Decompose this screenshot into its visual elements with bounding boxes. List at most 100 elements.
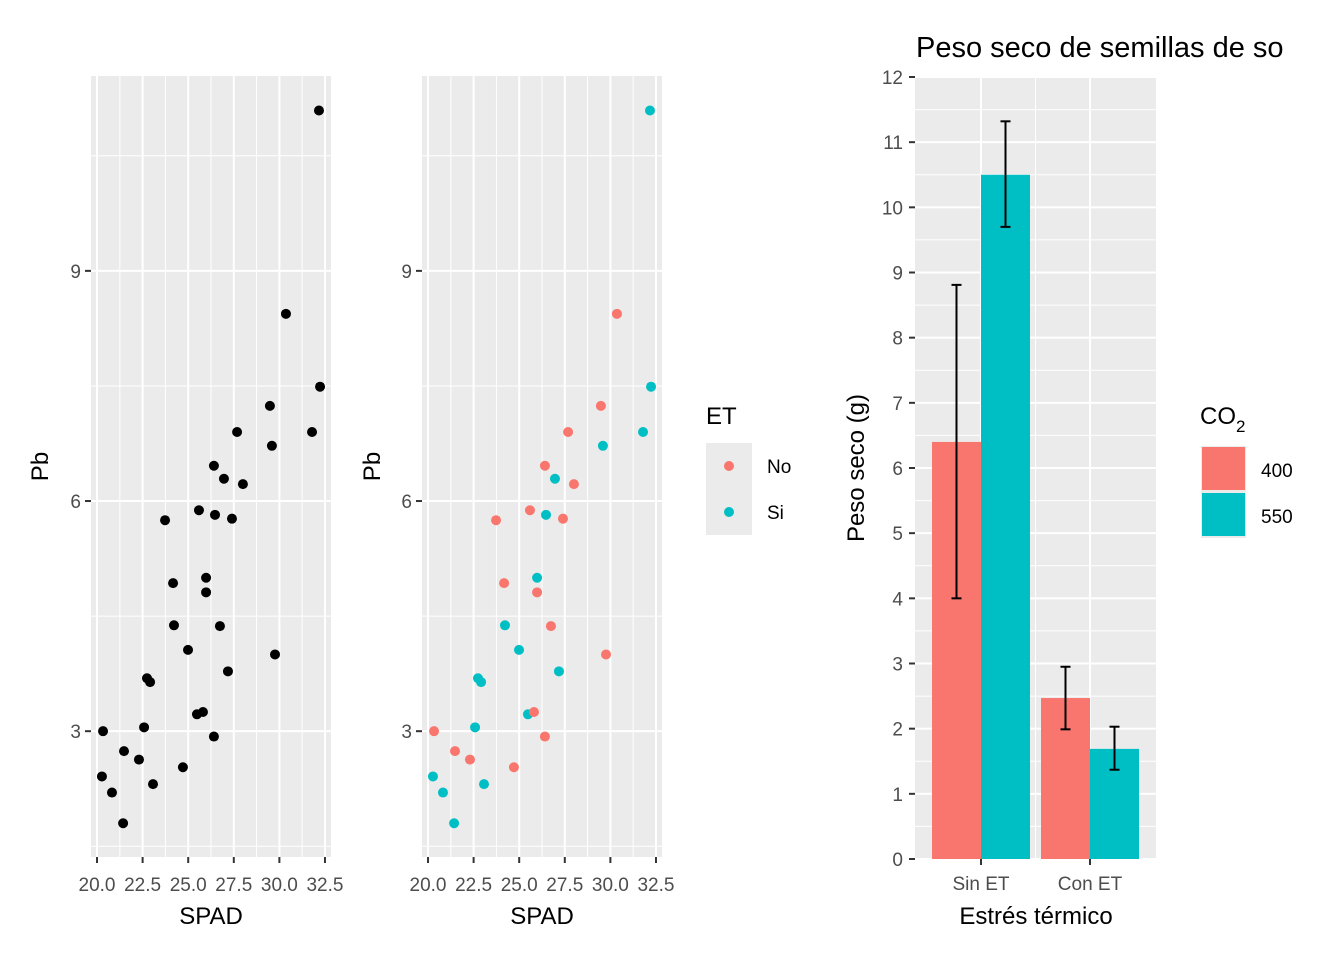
data-point (508, 762, 519, 773)
data-point (214, 621, 225, 632)
data-point (499, 620, 510, 631)
x-tick-label: 25.0 (170, 875, 207, 896)
data-point (313, 105, 324, 116)
data-point (106, 787, 117, 798)
legend-title-subscript: 2 (1236, 417, 1245, 436)
data-point (528, 707, 539, 718)
data-point (646, 381, 657, 392)
data-point (541, 509, 552, 520)
y-tick-label: 3 (70, 722, 81, 743)
y-tick-label: 4 (892, 589, 903, 610)
y-tick-label: 3 (401, 722, 412, 743)
y-axis-title: Pb (359, 452, 386, 481)
legend-title-main: CO (1200, 403, 1236, 430)
legend-title: CO2 (1200, 403, 1245, 436)
error-bar (951, 283, 962, 600)
data-point (470, 722, 481, 733)
legend-key-400 (1202, 447, 1245, 490)
error-bar (1000, 120, 1011, 228)
scatter-panel-2: 3 6 9 20.0 22.5 25.0 27.5 30.0 32.5 SPAD Pb ET No Si (359, 76, 791, 930)
data-point (193, 505, 204, 516)
data-point (307, 426, 318, 437)
data-point (270, 649, 281, 660)
data-point (222, 666, 233, 677)
x-tick-label: 25.0 (501, 875, 538, 896)
y-tick-label: 9 (401, 262, 412, 283)
data-point (597, 440, 608, 451)
y-tick-label: 5 (892, 524, 903, 545)
data-point (611, 308, 622, 319)
bar-550-sin-et (981, 174, 1030, 859)
data-point (595, 400, 606, 411)
y-tick-label: 6 (401, 492, 412, 513)
data-point (145, 677, 156, 688)
data-point (539, 731, 550, 742)
y-axis-title: Pb (27, 452, 54, 481)
data-point (197, 707, 208, 718)
y-tick-label: 9 (892, 264, 903, 285)
x-tick-label: 20.0 (79, 875, 116, 896)
data-point (201, 587, 212, 598)
y-tick-label: 0 (892, 850, 903, 871)
legend-co2: CO2 400 550 (1200, 403, 1293, 538)
data-point (118, 818, 129, 829)
x-tick-label: 32.5 (637, 875, 674, 896)
data-point (168, 620, 179, 631)
y-tick-label: 8 (892, 329, 903, 350)
data-point (96, 771, 107, 782)
x-tick-label: 20.0 (410, 875, 447, 896)
legend-key-si (724, 507, 734, 517)
data-point (210, 509, 221, 520)
data-point (427, 771, 438, 782)
data-point (532, 587, 543, 598)
legend-key-background (706, 443, 752, 535)
data-point (644, 105, 655, 116)
y-tick-label: 10 (882, 198, 903, 219)
x-tick-label: Con ET (1058, 874, 1123, 895)
data-point (557, 513, 568, 524)
data-point (183, 644, 194, 655)
data-point (208, 731, 219, 742)
x-tick-label: 30.0 (261, 875, 298, 896)
data-point (226, 513, 237, 524)
legend-label-400: 400 (1261, 461, 1293, 482)
y-tick-label: 12 (882, 68, 903, 89)
data-point (139, 722, 150, 733)
legend-label-550: 550 (1261, 507, 1293, 528)
y-tick-label: 3 (892, 655, 903, 676)
error-bar (1109, 725, 1120, 771)
data-point (514, 644, 525, 655)
x-tick-label: 32.5 (306, 875, 343, 896)
data-point (429, 726, 440, 737)
data-point (638, 426, 649, 437)
legend-label-no: No (767, 457, 791, 478)
y-tick-label: 11 (883, 133, 903, 154)
x-tick-label: Sin ET (952, 874, 1009, 895)
data-point (280, 308, 291, 319)
x-tick-label: 22.5 (455, 875, 492, 896)
legend-title: ET (706, 403, 737, 430)
data-point (499, 578, 510, 589)
data-point (160, 515, 171, 526)
data-point (549, 473, 560, 484)
y-tick-label: 6 (70, 492, 81, 513)
data-point (464, 754, 475, 765)
data-point (98, 726, 109, 737)
y-tick-label: 6 (892, 459, 903, 480)
y-tick-label: 1 (892, 785, 903, 806)
plot-title: Peso seco de semillas de so (916, 32, 1284, 64)
data-point (524, 505, 535, 516)
data-point (563, 426, 574, 437)
x-tick-label: 30.0 (592, 875, 629, 896)
data-point (532, 572, 543, 583)
legend-et: ET No Si (706, 403, 791, 535)
data-point (148, 779, 159, 790)
legend-label-si: Si (767, 503, 784, 524)
data-point (232, 426, 243, 437)
data-point (315, 381, 326, 392)
error-bar (1060, 665, 1071, 731)
data-point (201, 572, 212, 583)
x-tick-label: 27.5 (215, 875, 252, 896)
